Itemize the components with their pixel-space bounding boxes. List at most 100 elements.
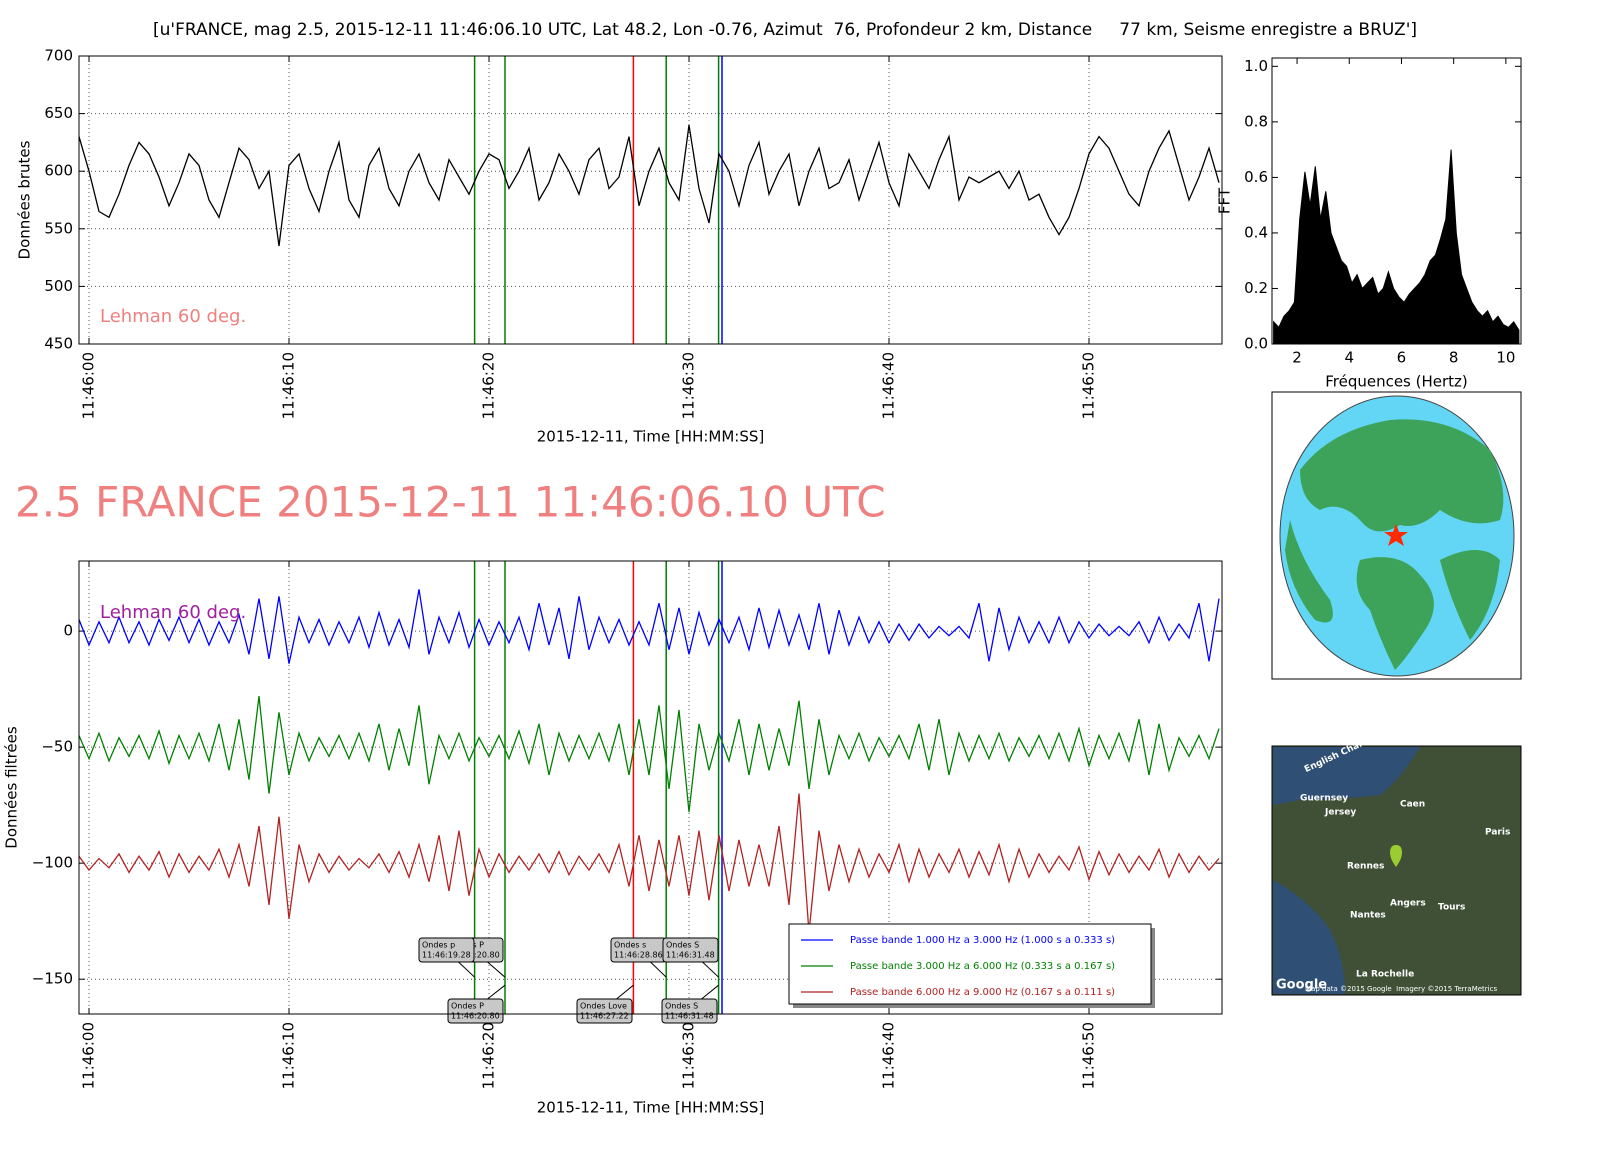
- plot-frame: [78, 560, 1223, 1015]
- y-tick-label: 550: [44, 219, 73, 237]
- y-tick-label: 1.0: [1244, 57, 1268, 75]
- callout-box: [662, 937, 719, 963]
- plot-background: [79, 56, 1222, 344]
- y-tick-label: 0.2: [1244, 279, 1268, 297]
- y-axis-label: Données brutes: [16, 140, 34, 259]
- land: [1440, 550, 1500, 640]
- callout-arrow: [487, 984, 506, 1000]
- plot-frame: [1271, 57, 1522, 345]
- pin: [1390, 845, 1402, 867]
- y-tick-label: 450: [44, 335, 73, 353]
- plot-frame: [78, 55, 1223, 345]
- y-tick-label: 500: [44, 277, 73, 295]
- x-tick-label: 10: [1496, 349, 1515, 367]
- y-tick-label: −150: [32, 970, 73, 988]
- callout-text: Ondes P: [451, 1002, 484, 1011]
- x-tick-label: 6: [1397, 349, 1407, 367]
- trace: [78, 124, 1220, 247]
- globe-map: [1271, 391, 1522, 680]
- map-label: Angers: [1390, 899, 1426, 909]
- satellite-map: English Channel Guernsey Jersey Caen Par…: [1271, 732, 1522, 996]
- x-tick-label: 11:46:20: [480, 352, 498, 419]
- map-label: Rennes: [1347, 862, 1384, 872]
- x-axis-label: Fréquences (Hertz): [1325, 373, 1468, 391]
- epicenter-star: [1384, 524, 1408, 546]
- callout-text: Ondes p: [422, 941, 455, 950]
- trace: [78, 793, 1220, 933]
- y-tick-label: 700: [44, 47, 73, 65]
- callout-box: [447, 998, 504, 1024]
- y-tick-label: 0.8: [1244, 112, 1268, 130]
- x-tick-label: 11:46:40: [880, 1022, 898, 1089]
- callout-text: 11:46:27.22: [580, 1012, 629, 1021]
- map-label: Nantes: [1350, 911, 1386, 921]
- x-tick-label: 11:46:10: [280, 352, 298, 419]
- sea: [1273, 880, 1345, 994]
- callout-text: Ondes s: [614, 941, 646, 950]
- callout-arrow: [458, 961, 475, 978]
- x-tick-label: 11:46:40: [880, 352, 898, 419]
- y-tick-label: 650: [44, 104, 73, 122]
- chart-title: [u'FRANCE, mag 2.5, 2015-12-11 11:46:06.…: [153, 20, 1417, 40]
- land: [1356, 557, 1434, 670]
- y-tick-label: −100: [32, 854, 73, 872]
- heading: 2.5 FRANCE 2015-12-11 11:46:06.10 UTC: [15, 478, 886, 527]
- y-tick-label: 0.4: [1244, 223, 1268, 241]
- y-tick-label: 0.6: [1244, 168, 1268, 186]
- map-attribution: Map data ©2015 Google Imagery ©2015 Terr…: [1305, 985, 1497, 993]
- callout-arrow: [487, 961, 506, 978]
- x-tick-label: 11:46:20: [480, 1022, 498, 1089]
- x-tick-label: 11:46:00: [80, 1022, 98, 1089]
- callout-box: [576, 998, 633, 1024]
- callout-text: 11:46:19.28: [422, 951, 471, 960]
- callout-arrow: [702, 961, 719, 978]
- y-axis-label: Données filtrées: [3, 726, 21, 849]
- y-tick-label: −50: [41, 738, 73, 756]
- x-tick-label: 11:46:30: [680, 1022, 698, 1089]
- map-label: Guernsey: [1300, 794, 1348, 804]
- map-label: Tours: [1438, 903, 1465, 913]
- sea: [1273, 747, 1420, 805]
- x-tick-label: 2: [1292, 349, 1302, 367]
- map-label: Google: [1276, 978, 1327, 993]
- legend-label: Passe bande 6.000 Hz a 9.000 Hz (0.167 s…: [850, 987, 1115, 998]
- x-axis-label: 2015-12-11, Time [HH:MM:SS]: [537, 428, 764, 446]
- x-tick-label: 11:46:50: [1080, 1022, 1098, 1089]
- map-label: Paris: [1485, 828, 1510, 838]
- map-label: Jersey: [1324, 808, 1356, 818]
- callout-box: [418, 937, 475, 963]
- x-tick-label: 11:46:50: [1080, 352, 1098, 419]
- spectrum: [1273, 149, 1520, 345]
- map-label: Caen: [1400, 800, 1425, 810]
- y-tick-label: 600: [44, 162, 73, 180]
- callout-text: 11:46:28.86: [614, 951, 663, 960]
- callout-box: [661, 998, 718, 1024]
- x-tick-label: 4: [1344, 349, 1354, 367]
- callout-text: Ondes Love: [580, 1002, 627, 1011]
- legend-label: Passe bande 1.000 Hz a 3.000 Hz (1.000 s…: [850, 935, 1115, 946]
- x-axis-label: 2015-12-11, Time [HH:MM:SS]: [537, 1099, 764, 1117]
- callout-text: Ondes S: [665, 1002, 698, 1011]
- callout-text: 11:46:20.80: [451, 1012, 500, 1021]
- x-tick-label: 11:46:10: [280, 1022, 298, 1089]
- annotation: Lehman 60 deg.: [100, 602, 246, 623]
- callout-arrow: [616, 984, 634, 1000]
- legend-label: Passe bande 3.000 Hz a 6.000 Hz (0.333 s…: [850, 961, 1115, 972]
- callout-text: 11:46:31.48: [666, 951, 715, 960]
- trace: [78, 696, 1220, 813]
- y-tick-label: 0.0: [1244, 335, 1268, 353]
- map-label: La Rochelle: [1356, 970, 1414, 980]
- trace: [78, 589, 1220, 664]
- callout-text: 11:46:31.48: [665, 1012, 714, 1021]
- callout-text: Ondes S: [666, 941, 699, 950]
- x-tick-label: 8: [1449, 349, 1459, 367]
- land: [1300, 419, 1504, 532]
- x-tick-label: 11:46:00: [80, 352, 98, 419]
- callout-arrow: [701, 984, 719, 1000]
- land: [1285, 520, 1333, 623]
- callout-arrow: [650, 961, 667, 978]
- annotation: Lehman 60 deg.: [100, 306, 246, 327]
- legend: [788, 923, 1152, 1005]
- x-tick-label: 11:46:30: [680, 352, 698, 419]
